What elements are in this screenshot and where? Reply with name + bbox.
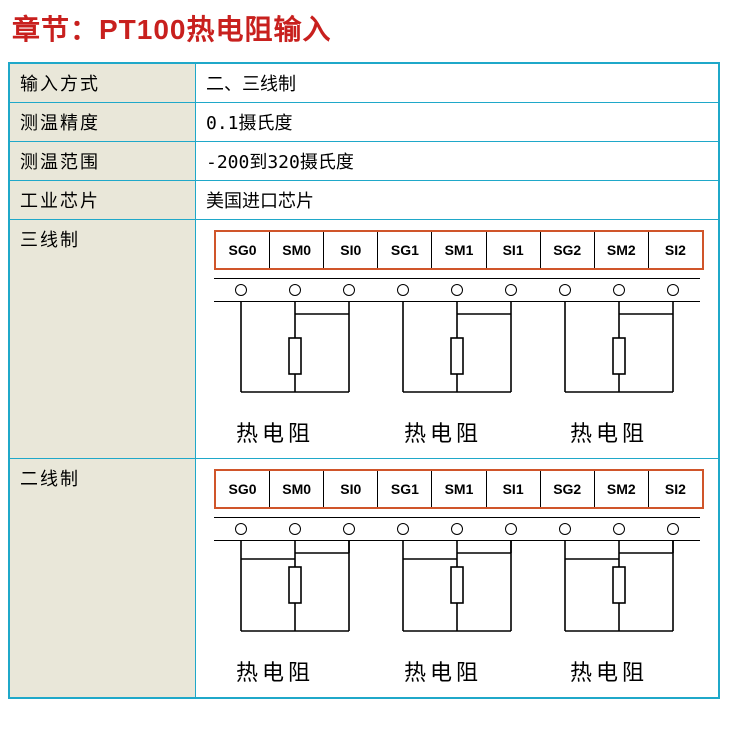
screw-icon xyxy=(343,523,355,535)
three-wire-label: 三线制 xyxy=(9,220,196,459)
section-title: 章节：PT100热电阻输入 xyxy=(12,8,724,48)
screw-icon xyxy=(451,284,463,296)
spec-table: 输入方式 二、三线制 测温精度 0.1摄氏度 测温范围 -200到320摄氏度 … xyxy=(8,62,720,699)
terminal-cell: SM2 xyxy=(595,471,649,507)
row-value: 0.1摄氏度 xyxy=(196,103,720,142)
wiring-svg xyxy=(208,541,706,653)
screw-icon xyxy=(397,284,409,296)
screw-icon xyxy=(397,523,409,535)
screw-icon xyxy=(559,523,571,535)
rtd-label: 热电阻 xyxy=(236,655,314,687)
rtd-label: 热电阻 xyxy=(236,416,314,448)
row-value: 二、三线制 xyxy=(196,63,720,103)
screw-strip xyxy=(214,517,700,541)
screw-icon xyxy=(613,523,625,535)
terminal-cell: SI1 xyxy=(487,232,541,268)
wiring-svg xyxy=(208,302,706,414)
row-label: 测温范围 xyxy=(9,142,196,181)
screw-icon xyxy=(559,284,571,296)
screw-icon xyxy=(343,284,355,296)
three-wire-diagram: SG0SM0SI0SG1SM1SI1SG2SM2SI2 热电阻 热电阻 热电阻 xyxy=(196,220,720,459)
row-value: -200到320摄氏度 xyxy=(196,142,720,181)
row-label: 测温精度 xyxy=(9,103,196,142)
terminal-cell: SI2 xyxy=(649,471,702,507)
terminal-cell: SI2 xyxy=(649,232,702,268)
screw-icon xyxy=(505,284,517,296)
screw-icon xyxy=(667,284,679,296)
screw-icon xyxy=(235,523,247,535)
screw-strip xyxy=(214,278,700,302)
terminal-cell: SG0 xyxy=(216,471,270,507)
rtd-label: 热电阻 xyxy=(404,416,482,448)
rtd-label: 热电阻 xyxy=(404,655,482,687)
two-wire-label: 二线制 xyxy=(9,459,196,699)
row-value: 美国进口芯片 xyxy=(196,181,720,220)
terminal-cell: SG1 xyxy=(378,232,432,268)
terminal-strip: SG0SM0SI0SG1SM1SI1SG2SM2SI2 xyxy=(214,469,704,509)
screw-icon xyxy=(289,284,301,296)
row-label: 输入方式 xyxy=(9,63,196,103)
terminal-cell: SG2 xyxy=(541,471,595,507)
screw-icon xyxy=(451,523,463,535)
screw-icon xyxy=(289,523,301,535)
terminal-cell: SM2 xyxy=(595,232,649,268)
terminal-cell: SM0 xyxy=(270,232,324,268)
terminal-cell: SI0 xyxy=(324,232,378,268)
row-label: 工业芯片 xyxy=(9,181,196,220)
terminal-cell: SM1 xyxy=(432,232,486,268)
terminal-cell: SG2 xyxy=(541,232,595,268)
two-wire-diagram: SG0SM0SI0SG1SM1SI1SG2SM2SI2 热电阻 热电阻 热电阻 xyxy=(196,459,720,699)
screw-icon xyxy=(235,284,247,296)
screw-icon xyxy=(613,284,625,296)
rtd-label: 热电阻 xyxy=(570,655,648,687)
rtd-label: 热电阻 xyxy=(570,416,648,448)
terminal-cell: SI0 xyxy=(324,471,378,507)
terminal-cell: SM1 xyxy=(432,471,486,507)
screw-icon xyxy=(505,523,517,535)
terminal-cell: SI1 xyxy=(487,471,541,507)
terminal-cell: SG1 xyxy=(378,471,432,507)
terminal-cell: SG0 xyxy=(216,232,270,268)
terminal-strip: SG0SM0SI0SG1SM1SI1SG2SM2SI2 xyxy=(214,230,704,270)
screw-icon xyxy=(667,523,679,535)
terminal-cell: SM0 xyxy=(270,471,324,507)
